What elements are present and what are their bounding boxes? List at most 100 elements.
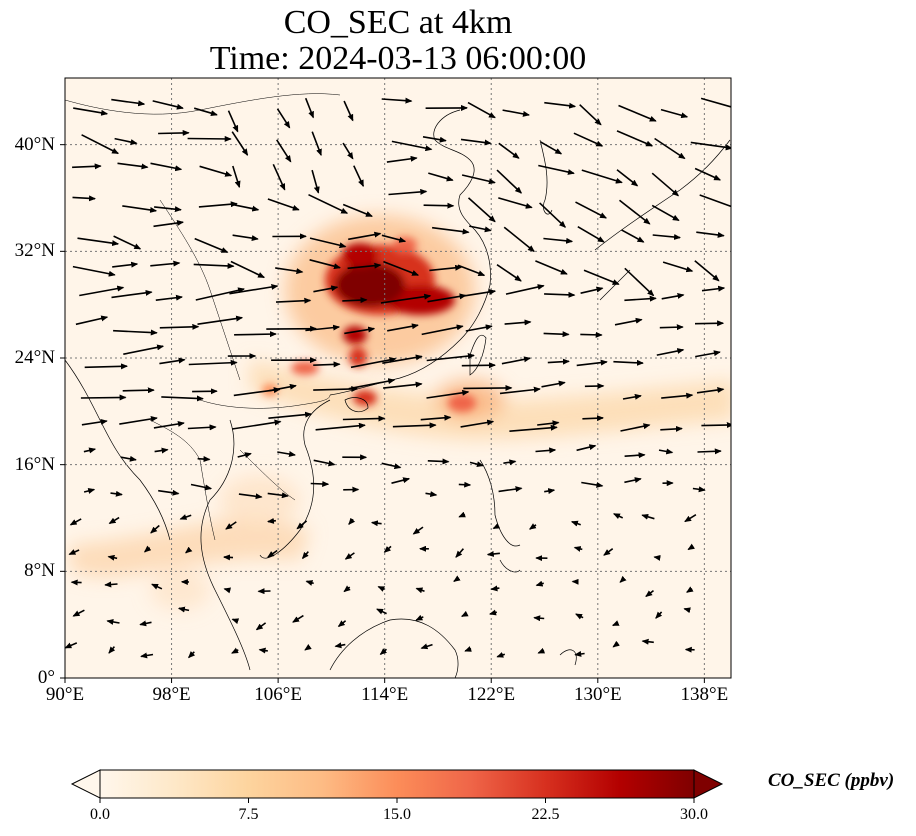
coastline-china-mainland: [329, 109, 491, 396]
wind-arrow: [661, 293, 685, 300]
wind-arrow: [624, 477, 642, 484]
wind-arrow: [380, 293, 432, 304]
wind-arrow: [177, 606, 190, 613]
wind-arrow: [315, 422, 366, 431]
wind-arrow: [231, 618, 240, 625]
wind-vector-field: [65, 97, 731, 659]
wind-arrow: [574, 651, 585, 657]
wind-arrow: [540, 141, 563, 155]
wind-arrow: [310, 480, 330, 487]
colorbar-tick-marks: [99, 798, 695, 803]
wind-arrow: [197, 456, 211, 463]
wind-arrow: [150, 260, 181, 267]
wind-arrow: [75, 315, 109, 326]
wind-arrow: [694, 167, 722, 181]
wind-arrow: [140, 652, 154, 659]
wind-arrow: [198, 201, 238, 208]
wind-arrow: [581, 169, 623, 184]
wind-arrow: [503, 226, 535, 253]
co-plume-core: [262, 237, 476, 412]
wind-arrow: [533, 615, 545, 622]
colorbar-label: CO_SEC (ppbv): [768, 770, 895, 791]
wind-arrow: [696, 387, 725, 394]
wind-arrow: [641, 513, 655, 520]
wind-arrow: [296, 520, 308, 530]
wind-arrow: [501, 356, 531, 365]
wind-arrow: [429, 264, 463, 272]
wind-arrow: [651, 172, 680, 197]
coastline-india-myanmar: [65, 359, 171, 541]
wind-arrow: [277, 451, 296, 457]
wind-arrow: [612, 513, 624, 520]
wind-arrow: [535, 260, 568, 275]
wind-arrow: [267, 549, 278, 558]
wind-arrow: [460, 419, 495, 428]
wind-arrow: [461, 610, 469, 618]
wind-arrow: [645, 589, 654, 598]
map-frame: [64, 77, 732, 679]
wind-arrow: [304, 97, 315, 119]
wind-arrow: [576, 359, 608, 367]
wind-arrow: [620, 423, 651, 432]
wind-arrow: [616, 130, 654, 147]
wind-arrow: [122, 387, 155, 394]
wind-arrow: [231, 647, 239, 654]
wind-arrow: [108, 516, 120, 525]
colorbar-tick-label: 7.5: [238, 806, 259, 823]
wind-arrow: [539, 202, 567, 228]
wind-arrow: [544, 488, 556, 495]
wind-arrow: [150, 524, 160, 534]
lon-tick-label: 122°E: [467, 684, 516, 705]
map-title: CO_SEC at 4km: [283, 4, 513, 41]
wind-arrow: [370, 520, 382, 527]
wind-arrow: [469, 225, 492, 233]
map-subtitle-time: Time: 2024-03-13 06:00:00: [209, 40, 587, 77]
wind-arrow: [381, 462, 402, 470]
wind-arrow: [683, 607, 691, 614]
lon-tick-label: 114°E: [361, 684, 409, 705]
wind-arrow: [195, 287, 245, 301]
wind-arrow: [505, 284, 545, 295]
wind-arrow: [77, 237, 120, 247]
wind-arrow: [114, 137, 138, 145]
wind-arrow: [537, 647, 546, 654]
wind-arrow: [81, 134, 119, 155]
wind-arrow: [498, 486, 523, 493]
wind-arrow: [334, 642, 346, 649]
wind-arrow: [613, 359, 644, 366]
wind-arrow: [379, 648, 388, 655]
wind-arrow: [113, 235, 142, 250]
wind-arrow: [535, 580, 544, 587]
wind-arrow: [185, 546, 193, 554]
wind-arrow: [660, 425, 683, 432]
wind-arrow: [119, 415, 158, 425]
wind-arrow: [423, 202, 455, 209]
wind-arrow: [537, 420, 560, 427]
wind-arrow: [528, 523, 537, 530]
wind-arrow: [309, 237, 347, 249]
wind-arrow: [154, 206, 182, 213]
wind-arrow: [311, 131, 322, 157]
colorbar-extend-min: [70, 769, 101, 799]
wind-arrow: [656, 348, 685, 356]
wind-arrow: [150, 162, 183, 172]
wind-arrow: [415, 614, 424, 621]
wind-arrow: [383, 381, 423, 389]
wind-arrow: [347, 262, 382, 270]
wind-arrow: [193, 262, 235, 269]
wind-arrow: [343, 100, 354, 122]
wind-arrow: [158, 489, 180, 496]
wind-arrow: [313, 459, 336, 467]
coastline-borneo: [329, 618, 459, 678]
wind-arrow: [544, 291, 576, 298]
wind-arrow: [496, 264, 522, 282]
wind-arrow: [143, 545, 152, 553]
wind-arrow: [231, 131, 249, 156]
wind-arrow: [232, 234, 259, 242]
colorbar: [70, 769, 724, 803]
wind-arrow: [83, 488, 96, 494]
wind-arrow: [193, 107, 218, 117]
lat-tick-label: 24°N: [14, 347, 55, 368]
wind-arrow: [422, 136, 447, 143]
